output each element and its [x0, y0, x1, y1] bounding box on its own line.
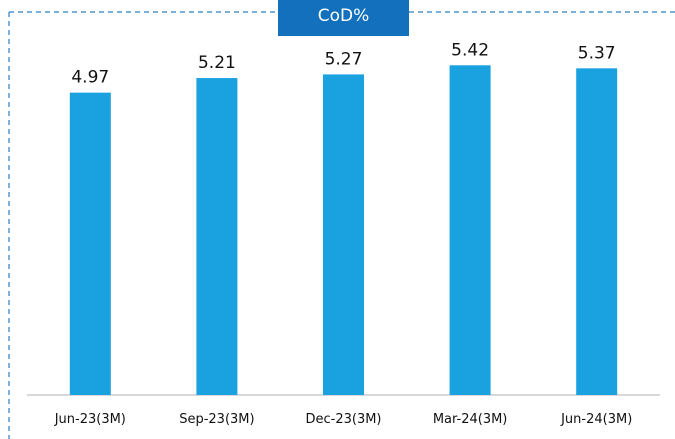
x-tick-labels-group: Jun-23(3M) Sep-23(3M) Dec-23(3M) Mar-24(3M)…	[54, 412, 633, 427]
bar-2	[323, 74, 364, 396]
data-label-2: 5.27	[325, 49, 363, 69]
data-label-0: 4.97	[71, 68, 109, 88]
x-tick-label-4: Jun-24(3M)	[560, 412, 632, 427]
data-label-4: 5.37	[578, 43, 616, 63]
x-tick-label-1: Sep-23(3M)	[179, 412, 254, 427]
chart-title: CoD%	[278, 0, 409, 36]
data-labels-group: 4.97 5.21 5.27 5.42 5.37	[71, 40, 615, 87]
x-tick-label-3: Mar-24(3M)	[433, 412, 508, 427]
bar-1	[196, 78, 238, 395]
bar-3	[449, 65, 491, 396]
data-label-1: 5.21	[198, 53, 236, 73]
dashed-frame	[8, 11, 675, 439]
data-label-3: 5.42	[451, 40, 489, 60]
x-tick-label-0: Jun-23(3M)	[54, 412, 126, 427]
bar-0	[69, 92, 111, 396]
bars-group	[69, 65, 618, 396]
x-tick-label-2: Dec-23(3M)	[305, 412, 381, 427]
bar-4	[576, 68, 618, 395]
